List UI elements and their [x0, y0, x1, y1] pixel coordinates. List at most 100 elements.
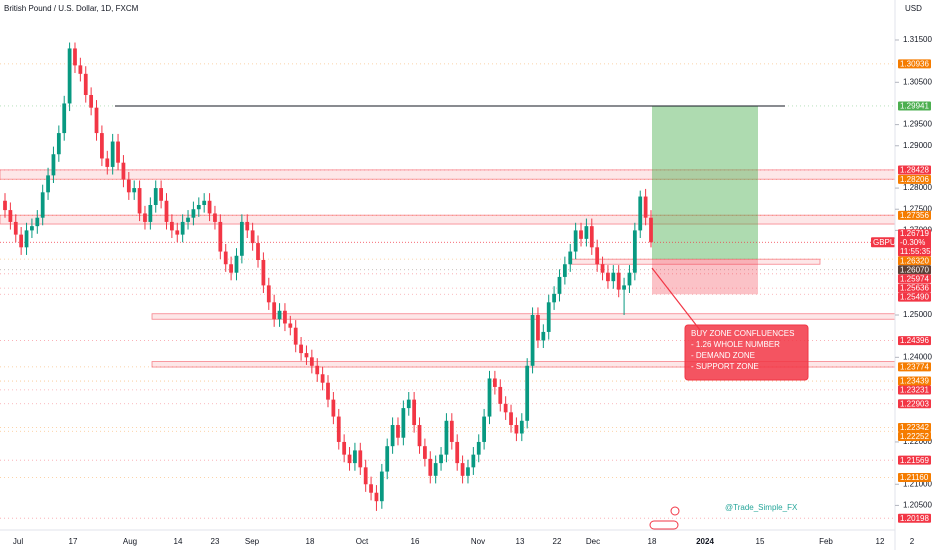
candle-body	[423, 446, 427, 459]
symbol-tag	[871, 237, 895, 248]
candle-body	[320, 374, 325, 383]
candle-body	[492, 378, 497, 387]
x-tick-label: 22	[553, 537, 562, 546]
candle-body	[169, 221, 174, 231]
candle-body	[460, 463, 465, 476]
candle-body	[164, 200, 169, 222]
y-tick-label: 1.30500	[903, 77, 932, 86]
candle-body	[56, 133, 61, 155]
candle-body	[13, 221, 18, 235]
price-tag-label: 1.30936	[900, 59, 929, 68]
x-tick-label: Sep	[245, 537, 260, 546]
candle-body	[180, 221, 185, 235]
price-tag-label: 1.22252	[900, 432, 929, 441]
candle-body	[126, 179, 131, 193]
x-tick-label: 23	[211, 537, 220, 546]
price-tag	[898, 376, 931, 386]
candle-body	[78, 65, 83, 74]
candle-body	[471, 454, 476, 468]
candle-body	[186, 217, 190, 222]
price-tag	[898, 174, 931, 184]
candle-body	[627, 272, 632, 286]
y-tick-label: 1.20500	[903, 501, 932, 510]
candle-body	[369, 484, 373, 493]
candle-body	[412, 399, 417, 426]
x-tick-label: 17	[69, 537, 78, 546]
candle-body	[449, 420, 454, 442]
candle-body	[331, 399, 336, 417]
candle-body	[616, 272, 621, 290]
x-tick-label: 18	[306, 537, 315, 546]
candle-body	[202, 200, 207, 206]
price-tag	[898, 101, 931, 111]
zone	[151, 313, 896, 320]
price-tag-label: 1.28428	[900, 166, 929, 175]
candle-body	[175, 230, 180, 235]
candle-body	[439, 454, 443, 464]
x-tick-label: 16	[411, 537, 420, 546]
last-price-tag	[898, 229, 931, 257]
annotation-text: BUY ZONE CONFLUENCES	[691, 329, 794, 338]
price-tag	[898, 292, 931, 302]
candle-body	[105, 158, 110, 167]
y-tick-label: 1.29500	[903, 120, 932, 129]
candle-body	[3, 200, 7, 211]
price-tag-label: 1.26070	[900, 265, 929, 274]
candle-body	[638, 196, 643, 231]
price-tag-label: 1.27356	[900, 211, 929, 220]
candle-body	[234, 255, 239, 273]
candle-body	[196, 205, 201, 210]
candle-body	[24, 230, 29, 248]
price-tag-label: 1.25490	[900, 293, 929, 302]
candle-body	[19, 234, 24, 248]
candle-body	[428, 458, 433, 476]
candle-body	[35, 217, 40, 227]
event-icon	[649, 520, 679, 530]
candle-body	[600, 264, 605, 273]
currency-label: USD	[905, 4, 922, 13]
candle-body	[67, 48, 72, 104]
zone	[0, 169, 896, 180]
candle-body	[62, 103, 67, 134]
candle-body	[30, 226, 34, 231]
price-tag	[898, 399, 931, 409]
price-tag-label: 1.29941	[900, 102, 929, 111]
y-tick-label: 1.24000	[903, 352, 932, 361]
candle-body	[589, 226, 594, 248]
candle-body	[406, 399, 411, 409]
zone	[0, 214, 896, 225]
last-price-label: 1.26719	[900, 229, 929, 238]
candle-body	[363, 467, 368, 485]
annotation-text: - DEMAND ZONE	[691, 351, 755, 360]
price-tag	[898, 431, 931, 441]
candle-body	[293, 327, 298, 345]
candle-body	[153, 188, 158, 206]
price-tag	[898, 422, 931, 432]
candle-body	[51, 154, 56, 176]
candle-body	[283, 310, 287, 324]
candle-body	[466, 467, 470, 476]
candle-body	[541, 331, 546, 341]
price-tag-label: 1.22342	[900, 423, 929, 432]
price-tag-label: 1.25974	[900, 274, 929, 283]
candle-body	[148, 205, 153, 222]
candle-body	[213, 213, 217, 222]
candle-body	[573, 230, 578, 252]
x-tick-label: 15	[756, 537, 765, 546]
y-tick-label: 1.22000	[903, 437, 932, 446]
y-tick-label: 1.21000	[903, 479, 932, 488]
candle-body	[89, 94, 94, 108]
x-tick-label: Oct	[356, 537, 369, 546]
candle-body	[584, 226, 589, 239]
candle-body	[503, 403, 508, 413]
candle-body	[519, 420, 524, 434]
candle-body	[552, 293, 556, 303]
price-tag-label: 1.23231	[900, 386, 929, 395]
y-tick-label: 1.25000	[903, 310, 932, 319]
price-tag-label: 1.21569	[900, 456, 929, 465]
candle-body	[73, 48, 77, 66]
x-tick-label: Nov	[471, 537, 485, 546]
candle-body	[595, 247, 600, 265]
candle-body	[444, 420, 449, 455]
candle-body	[250, 230, 255, 244]
